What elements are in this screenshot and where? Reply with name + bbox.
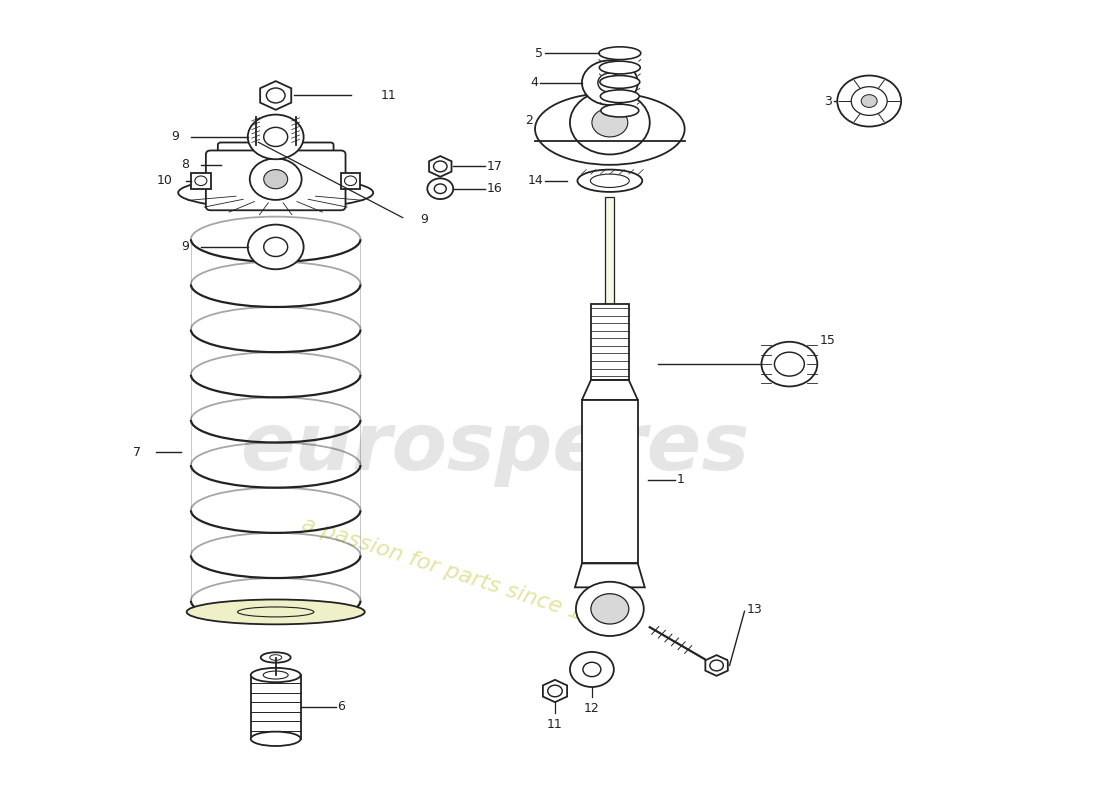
Polygon shape — [582, 380, 638, 400]
Text: 1: 1 — [676, 474, 684, 486]
Text: 13: 13 — [747, 603, 762, 616]
Ellipse shape — [600, 75, 640, 88]
Polygon shape — [543, 680, 568, 702]
Circle shape — [591, 594, 629, 624]
Circle shape — [598, 73, 622, 92]
Text: 7: 7 — [133, 446, 141, 459]
Circle shape — [248, 225, 304, 270]
Text: eurosperes: eurosperes — [241, 409, 750, 487]
Polygon shape — [341, 173, 361, 189]
Text: 9: 9 — [182, 241, 189, 254]
Circle shape — [264, 170, 288, 189]
Ellipse shape — [601, 104, 639, 117]
Circle shape — [592, 108, 628, 137]
Ellipse shape — [261, 652, 290, 662]
Circle shape — [434, 184, 447, 194]
Polygon shape — [575, 563, 645, 587]
Bar — [591, 304, 629, 380]
Text: 8: 8 — [180, 158, 189, 171]
Circle shape — [774, 352, 804, 376]
Polygon shape — [191, 173, 211, 189]
Circle shape — [250, 158, 301, 200]
Text: 3: 3 — [824, 94, 833, 107]
Ellipse shape — [598, 47, 641, 59]
Circle shape — [576, 582, 643, 636]
Ellipse shape — [251, 668, 300, 682]
Polygon shape — [429, 156, 451, 177]
Text: 12: 12 — [584, 702, 600, 715]
Text: 14: 14 — [527, 174, 543, 187]
Text: 4: 4 — [530, 76, 538, 90]
Circle shape — [837, 75, 901, 126]
Text: 17: 17 — [487, 160, 503, 173]
Circle shape — [861, 94, 877, 107]
Ellipse shape — [251, 732, 300, 746]
Polygon shape — [705, 655, 728, 676]
Circle shape — [264, 127, 288, 146]
Bar — [251, 675, 300, 739]
Circle shape — [851, 86, 887, 115]
Text: 16: 16 — [487, 182, 503, 195]
Circle shape — [582, 60, 638, 105]
Text: 2: 2 — [525, 114, 533, 127]
Circle shape — [344, 176, 356, 186]
Circle shape — [264, 238, 288, 257]
Circle shape — [263, 154, 288, 175]
Text: a passion for parts since 1985: a passion for parts since 1985 — [299, 514, 625, 637]
Circle shape — [195, 176, 207, 186]
Ellipse shape — [178, 177, 373, 209]
Circle shape — [251, 145, 300, 185]
Circle shape — [761, 342, 817, 386]
Ellipse shape — [270, 654, 282, 660]
Ellipse shape — [238, 607, 314, 617]
Ellipse shape — [600, 61, 640, 74]
Text: 9: 9 — [172, 130, 179, 143]
Bar — [605, 197, 614, 304]
Ellipse shape — [263, 671, 288, 679]
FancyBboxPatch shape — [218, 142, 333, 195]
Text: 15: 15 — [820, 334, 835, 346]
Polygon shape — [260, 81, 292, 110]
Ellipse shape — [601, 90, 639, 102]
Circle shape — [583, 662, 601, 677]
FancyBboxPatch shape — [206, 150, 345, 210]
Text: 11: 11 — [381, 89, 396, 102]
Ellipse shape — [535, 93, 684, 165]
Bar — [582, 400, 638, 563]
Text: 9: 9 — [420, 213, 428, 226]
Text: 11: 11 — [547, 718, 563, 731]
Ellipse shape — [187, 599, 365, 624]
Text: 6: 6 — [338, 701, 345, 714]
Circle shape — [248, 114, 304, 159]
Circle shape — [427, 178, 453, 199]
Text: 5: 5 — [535, 46, 543, 60]
Ellipse shape — [578, 170, 642, 192]
Text: 10: 10 — [157, 174, 173, 187]
Circle shape — [570, 652, 614, 687]
